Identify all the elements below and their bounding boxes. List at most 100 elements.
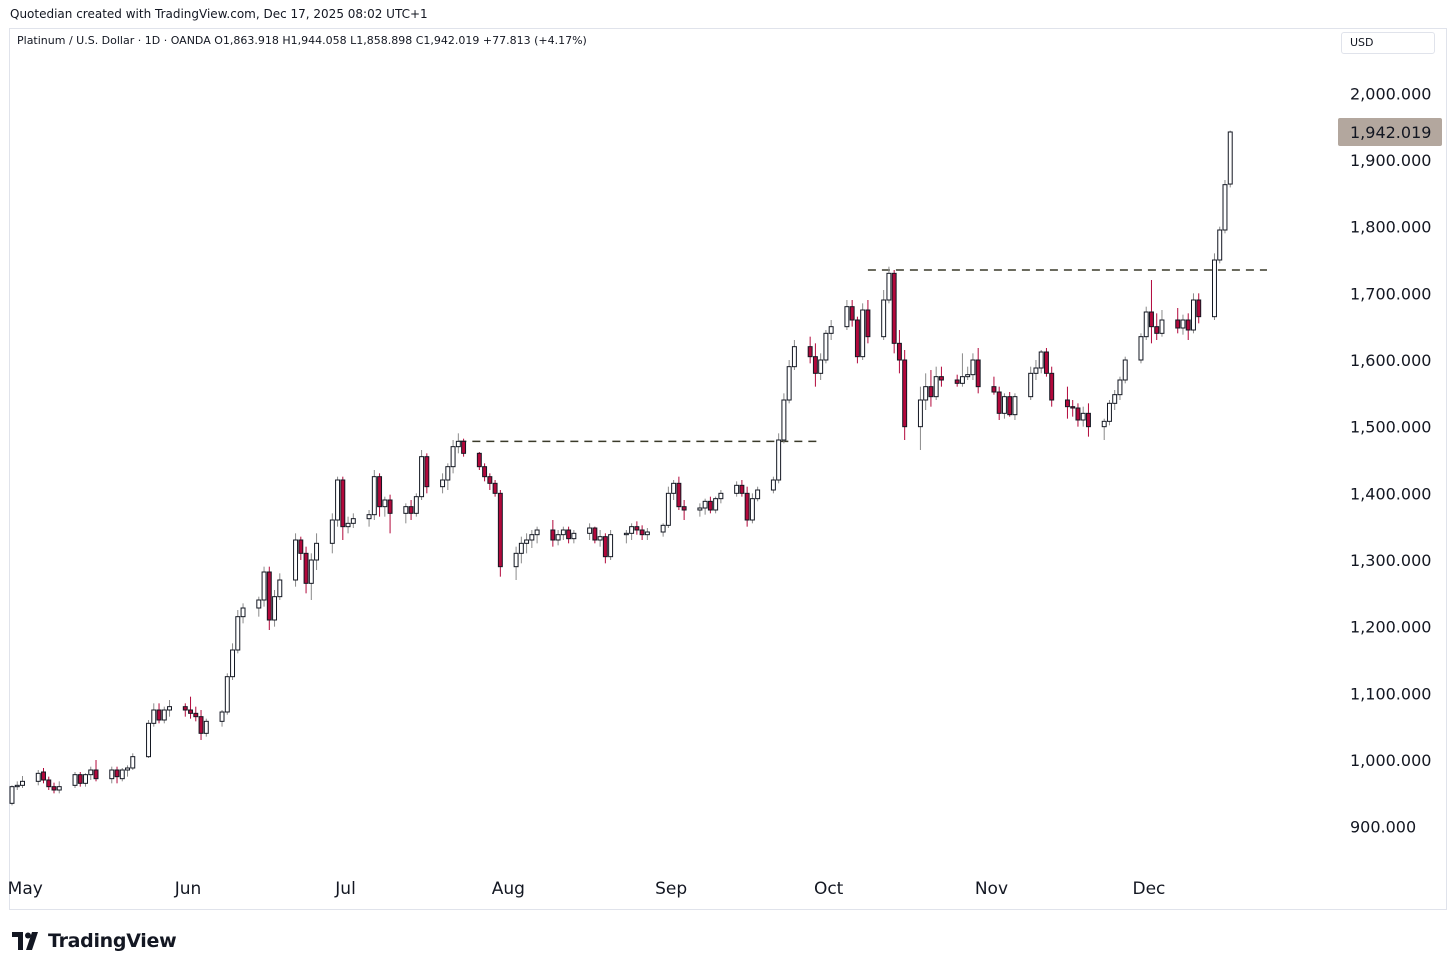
candle-body — [20, 780, 25, 786]
candle — [1159, 310, 1165, 337]
candle-body — [1043, 351, 1049, 374]
candle-body — [671, 482, 677, 494]
candle-body — [702, 500, 708, 509]
chart-pane[interactable] — [9, 28, 1447, 910]
candle-body — [14, 784, 20, 788]
y-tick-label: 1,700.000 — [1350, 284, 1431, 303]
candle-body — [419, 456, 425, 498]
candle — [560, 526, 566, 540]
y-tick-label: 1,200.000 — [1350, 618, 1431, 637]
candle-body — [476, 452, 482, 468]
candle-body — [681, 506, 687, 511]
candle-body — [854, 319, 860, 358]
candle-body — [277, 579, 283, 598]
candle-body — [83, 774, 88, 784]
candle — [534, 526, 540, 544]
candle-body — [314, 542, 320, 561]
candle-body — [1080, 412, 1086, 421]
candle-body — [1101, 420, 1107, 428]
candle-body — [865, 309, 871, 338]
candle — [109, 766, 115, 784]
candle — [1033, 360, 1039, 380]
candle-body — [424, 456, 430, 488]
candle-body — [492, 482, 498, 494]
candle — [938, 366, 944, 387]
candle-body — [240, 607, 246, 618]
candle — [959, 353, 965, 387]
candle-body — [119, 769, 125, 780]
candle — [917, 386, 923, 450]
candle — [623, 530, 629, 544]
candle-body — [592, 527, 598, 541]
candle — [193, 706, 199, 722]
candle-body — [1148, 311, 1154, 328]
candle-body — [644, 531, 650, 536]
candle-body — [114, 769, 120, 778]
candle — [933, 366, 939, 400]
candle — [266, 566, 272, 630]
candle-body — [77, 774, 83, 784]
candle-body — [497, 492, 503, 568]
candle — [770, 476, 776, 494]
candle-body — [954, 379, 960, 384]
candle-body — [109, 769, 115, 780]
candle-body — [408, 506, 414, 514]
candle — [366, 510, 372, 527]
candle-body — [1143, 311, 1149, 338]
candle — [1175, 308, 1181, 334]
candle-body — [445, 466, 451, 481]
candle — [482, 463, 488, 482]
candle — [424, 453, 430, 494]
y-tick-label: 1,000.000 — [1350, 751, 1431, 770]
candle — [734, 481, 740, 497]
candle-body — [156, 709, 162, 721]
candle — [1143, 306, 1149, 340]
candle-body — [965, 374, 971, 378]
candle-body — [387, 499, 393, 514]
candle-body — [970, 359, 976, 376]
candle-body — [1033, 367, 1039, 374]
candle-body — [371, 476, 377, 516]
candle — [781, 393, 787, 444]
candle — [230, 643, 236, 680]
tradingview-brand[interactable]: TradingView — [12, 927, 177, 955]
candle — [524, 533, 530, 554]
candle-body — [665, 492, 671, 526]
candle-body — [382, 499, 388, 508]
currency-selector[interactable]: USD — [1341, 32, 1435, 54]
candle-body — [161, 709, 167, 721]
candle — [440, 473, 446, 494]
candle-body — [1085, 412, 1091, 428]
candle — [891, 270, 897, 354]
candle-body — [776, 439, 782, 481]
candle-body — [1191, 299, 1196, 331]
candle-body — [1212, 259, 1217, 318]
candle — [844, 300, 850, 330]
candle — [965, 366, 971, 380]
candle-body — [996, 391, 1002, 414]
candle — [156, 703, 162, 724]
candle — [345, 516, 351, 534]
candle-body — [1106, 402, 1112, 422]
candle-body — [629, 526, 635, 534]
candle-body — [230, 649, 236, 678]
candle — [497, 490, 503, 577]
candle-body — [329, 519, 335, 544]
candle-body — [151, 709, 157, 724]
candle-body — [1064, 399, 1070, 408]
candle — [308, 553, 314, 600]
candle-body — [739, 484, 745, 494]
candle-body — [450, 446, 456, 468]
candle-body — [896, 342, 902, 361]
candle — [681, 500, 687, 520]
candle-body — [886, 272, 892, 301]
candle-body — [555, 534, 561, 541]
candle — [713, 496, 719, 514]
candle — [1191, 293, 1196, 334]
candle-body — [828, 326, 834, 334]
candle — [518, 536, 524, 564]
candle — [849, 300, 855, 327]
candle-body — [51, 786, 57, 791]
candle-body — [566, 529, 572, 540]
